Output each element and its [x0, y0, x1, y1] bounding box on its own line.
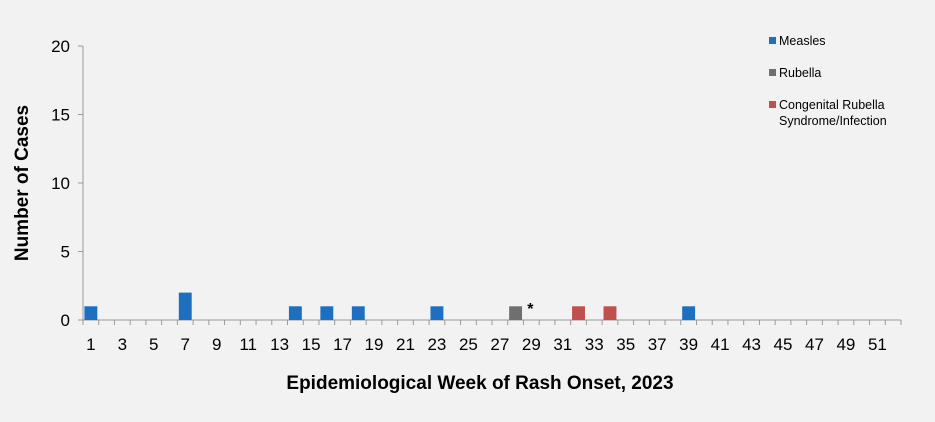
- y-tick-label: 10: [51, 174, 70, 193]
- x-tick-label: 29: [522, 335, 541, 354]
- x-tick-label: 21: [396, 335, 415, 354]
- x-tick-label: 43: [742, 335, 761, 354]
- x-tick-label: 31: [553, 335, 572, 354]
- x-tick-label: 39: [679, 335, 698, 354]
- y-axis-title: Number of Cases: [12, 105, 33, 261]
- bar-measles: [320, 306, 334, 320]
- y-tick-label: 5: [61, 243, 70, 262]
- y-tick-label: 20: [51, 37, 70, 56]
- bar-congenital-rubella-syndrome-infection: [603, 306, 617, 320]
- bar-measles: [682, 306, 696, 320]
- legend-label: Congenital Rubella: [779, 98, 885, 112]
- x-tick-label: 3: [118, 335, 127, 354]
- bar-rubella: [509, 306, 523, 320]
- bar-measles: [84, 306, 98, 320]
- x-tick-label: 49: [836, 335, 855, 354]
- x-tick-label: 7: [181, 335, 190, 354]
- x-tick-label: 35: [616, 335, 635, 354]
- legend-swatch: [769, 37, 776, 44]
- x-tick-label: 1: [86, 335, 95, 354]
- legend-swatch: [769, 101, 776, 108]
- x-tick-label: 13: [270, 335, 289, 354]
- bar-congenital-rubella-syndrome-infection: [572, 306, 585, 320]
- bar-measles: [178, 292, 192, 320]
- legend-swatch: [769, 69, 776, 76]
- legend-label: Rubella: [779, 66, 821, 80]
- x-tick-label: 27: [490, 335, 509, 354]
- legend-label: Measles: [779, 34, 826, 48]
- x-tick-label: 51: [868, 335, 887, 354]
- x-tick-label: 5: [149, 335, 158, 354]
- x-tick-label: 19: [365, 335, 384, 354]
- x-tick-label: 47: [805, 335, 824, 354]
- legend: Measles Rubella Congenital Rubella Syndrome…: [769, 34, 887, 128]
- x-tick-label: 45: [774, 335, 793, 354]
- bar-measles: [351, 306, 365, 320]
- x-tick-label: 25: [459, 335, 478, 354]
- x-axis-title: Epidemiological Week of Rash Onset, 2023: [286, 373, 673, 394]
- x-tick-label: 9: [212, 335, 221, 354]
- x-tick-label: 15: [302, 335, 321, 354]
- y-tick-label: 15: [51, 106, 70, 125]
- x-tick-label: 33: [585, 335, 604, 354]
- y-tick-label: 0: [61, 311, 70, 330]
- x-tick-label: 41: [711, 335, 730, 354]
- bar-measles: [288, 306, 302, 320]
- x-tick-label: 23: [427, 335, 446, 354]
- annotation-asterisk: *: [527, 301, 534, 318]
- bars: *: [84, 292, 696, 320]
- x-tick-label: 17: [333, 335, 352, 354]
- bar-measles: [430, 306, 444, 320]
- x-tick-label: 37: [648, 335, 667, 354]
- legend-label: Syndrome/Infection: [779, 114, 887, 128]
- x-tick-label: 11: [239, 335, 257, 354]
